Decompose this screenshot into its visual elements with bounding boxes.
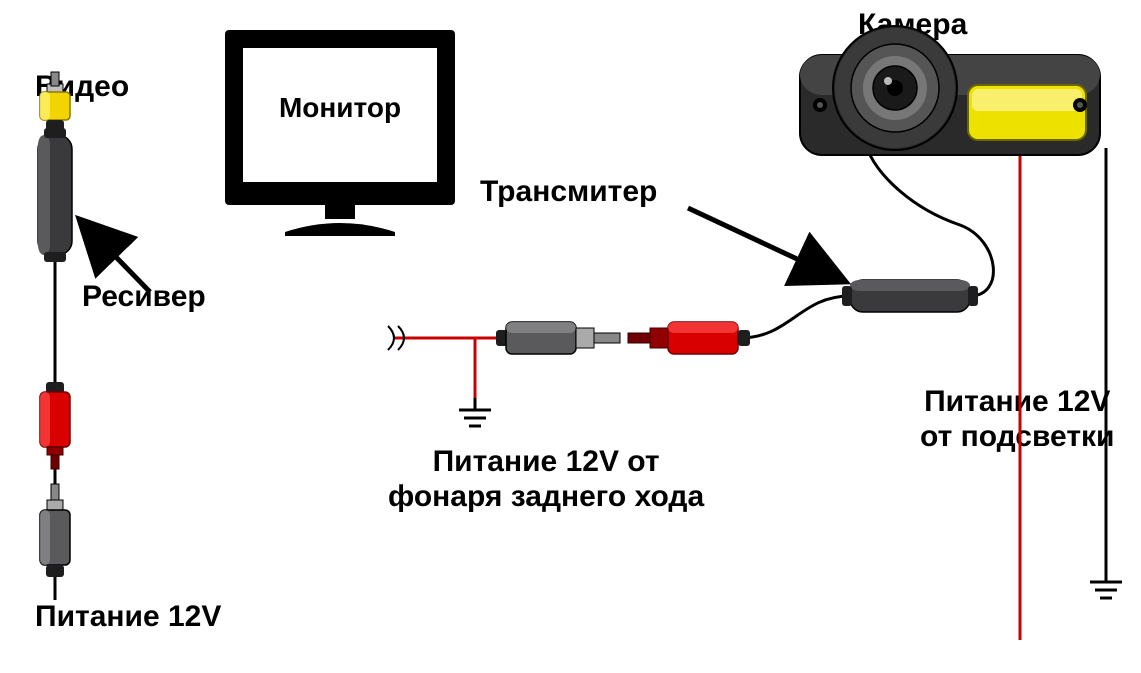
wire-transmitter-to-camera [870, 155, 993, 296]
rca-grey [40, 484, 70, 577]
transmitter-module [842, 280, 978, 312]
label-monitor: Монитор [243, 92, 437, 124]
arrow-receiver [82, 222, 150, 292]
rca-red [40, 382, 70, 469]
monitor [225, 30, 455, 236]
diagram-canvas: Видео Камера Ресивер Трансмитер Питание … [0, 0, 1141, 673]
receiver-module [38, 128, 72, 262]
mid-connector-grey [496, 322, 620, 354]
ground-2 [1090, 570, 1122, 598]
ground-1 [459, 398, 491, 426]
wire-redconn-to-transmitter [740, 296, 850, 338]
arrow-transmitter [688, 208, 842, 280]
mid-connector-red [628, 322, 750, 354]
rca-yellow [40, 72, 70, 132]
camera [800, 26, 1100, 155]
diagram-svg: Монитор [0, 0, 1141, 673]
